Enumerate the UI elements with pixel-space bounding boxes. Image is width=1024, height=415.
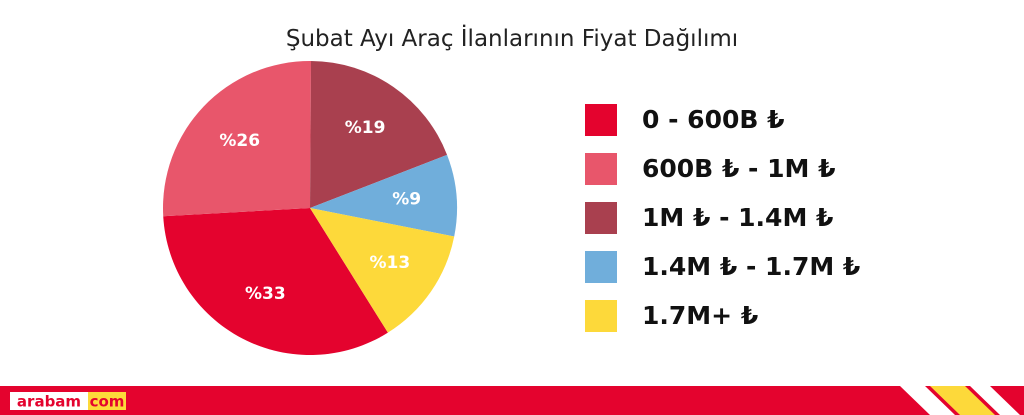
- footer-bar: [0, 386, 1024, 415]
- legend-swatch: [585, 251, 617, 283]
- data-label: %13: [370, 253, 411, 273]
- legend-label: 1M ₺ - 1.4M ₺: [642, 203, 833, 232]
- pie-slice: [310, 208, 455, 333]
- brand-tld: com: [90, 393, 125, 411]
- legend-label: 600B ₺ - 1M ₺: [642, 154, 836, 183]
- pie-slice: [310, 61, 448, 208]
- stripe: [970, 386, 1020, 415]
- footer: arabam com: [0, 386, 1024, 415]
- legend-swatch: [585, 104, 617, 136]
- pie: %33 %26 %19 %9 %13: [163, 60, 457, 355]
- data-label: %9: [392, 190, 421, 210]
- legend-label: 1.7M+ ₺: [642, 301, 758, 330]
- legend-label: 0 - 600B ₺: [642, 105, 785, 134]
- logo-box: [10, 392, 88, 410]
- legend-swatch: [585, 300, 617, 332]
- data-label: %26: [219, 131, 260, 151]
- legend-swatch: [585, 153, 617, 185]
- legend: 0 - 600B ₺ 600B ₺ - 1M ₺ 1M ₺ - 1.4M ₺ 1.4M…: [585, 104, 860, 332]
- legend-swatch: [585, 202, 617, 234]
- data-label: %19: [345, 118, 386, 138]
- data-label: %33: [245, 284, 286, 304]
- legend-label: 1.4M ₺ - 1.7M ₺: [642, 252, 860, 281]
- brand: arabam: [17, 393, 81, 411]
- pie-slice: [163, 60, 312, 217]
- stripe: [900, 386, 955, 415]
- pie-slice: [310, 154, 457, 237]
- logo-box: [88, 392, 126, 410]
- stripe: [930, 386, 995, 415]
- pie-slice: [163, 208, 388, 355]
- chart-title: Şubat Ayı Araç İlanlarının Fiyat Dağılım…: [286, 24, 738, 52]
